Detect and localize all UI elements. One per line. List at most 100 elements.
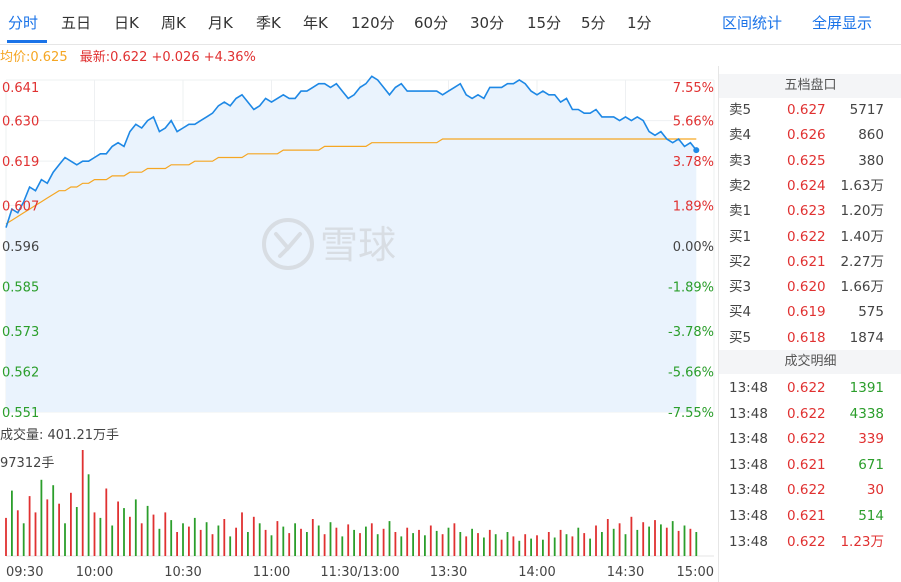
y-tick-label: 0.562 xyxy=(2,365,39,380)
tab-five-day[interactable]: 五日 xyxy=(61,14,92,32)
volume-bar xyxy=(11,490,13,556)
volume-bar xyxy=(624,534,627,556)
volume-bar xyxy=(365,526,367,556)
y-tick-label: 0.551 xyxy=(2,406,39,421)
orderbook-row[interactable]: 买2 0.621 2.27万 xyxy=(719,250,901,275)
tab-month-k[interactable]: 月K xyxy=(208,14,233,32)
volume-bar xyxy=(530,538,532,556)
tab-year-k[interactable]: 年K xyxy=(303,14,328,32)
orderbook-row[interactable]: 卖2 0.624 1.63万 xyxy=(719,174,901,199)
tab-quarter-k[interactable]: 季K xyxy=(256,14,281,32)
trade-time: 13:48 xyxy=(729,508,768,524)
tab-5min[interactable]: 5分 xyxy=(581,14,606,32)
pct-tick-label: 3.78% xyxy=(673,155,714,170)
orderbook-level: 买5 xyxy=(729,329,752,346)
volume-bar xyxy=(323,534,326,556)
orderbook-level: 卖3 xyxy=(729,152,752,169)
volume-bar xyxy=(536,535,538,556)
pct-tick-label: 5.66% xyxy=(673,115,714,130)
y-tick-label: 0.596 xyxy=(2,240,39,255)
volume-bar xyxy=(81,450,84,556)
volume-bar xyxy=(488,529,491,556)
fullscreen-button[interactable]: 全屏显示 xyxy=(812,14,873,32)
orderbook-row[interactable]: 买3 0.620 1.66万 xyxy=(719,275,901,300)
volume-bar xyxy=(483,537,485,556)
pct-tick-label: -1.89% xyxy=(668,281,714,296)
volume-bar xyxy=(16,510,19,556)
xueqiu-logo-icon xyxy=(262,218,314,270)
tab-week-k[interactable]: 周K xyxy=(161,14,186,32)
tab-30min[interactable]: 30分 xyxy=(470,14,505,32)
orderbook-row[interactable]: 买5 0.618 1874 xyxy=(719,326,901,351)
orderbook-level: 卖4 xyxy=(729,127,752,144)
volume-bar xyxy=(205,522,208,556)
pct-tick-label: 0.00% xyxy=(673,240,714,255)
y-tick-label: 0.619 xyxy=(2,155,39,170)
orderbook-row[interactable]: 买1 0.622 1.40万 xyxy=(719,225,901,250)
volume-bar xyxy=(170,520,173,556)
orderbook-volume: 5717 xyxy=(849,102,884,118)
trade-price: 0.621 xyxy=(787,508,826,524)
tab-15min[interactable]: 15分 xyxy=(527,14,562,32)
orderbook-row[interactable]: 买4 0.619 575 xyxy=(719,300,901,325)
volume-bar xyxy=(34,512,37,556)
volume-bar xyxy=(518,540,521,556)
volume-bar xyxy=(424,535,426,556)
pct-tick-label: -5.66% xyxy=(668,365,714,380)
volume-chart[interactable]: 09:30 10:00 10:30 11:00 11:30/13:00 13:30 14:0… xyxy=(0,446,718,582)
price-line xyxy=(5,75,697,228)
volume-bar xyxy=(264,529,267,556)
volume-bar xyxy=(465,536,468,556)
volume-bar xyxy=(565,534,568,556)
orderbook-level: 买1 xyxy=(729,228,752,245)
volume-bar xyxy=(111,525,114,556)
price-chart[interactable]: 0.641 7.55% 0.630 5.66% 0.619 3.78% 0.607 1.89%… xyxy=(0,66,718,422)
orderbook-level: 买4 xyxy=(729,304,752,321)
orderbook-volume: 2.27万 xyxy=(840,253,884,270)
x-tick-label: 14:00 xyxy=(518,565,555,580)
orderbook-volume: 575 xyxy=(858,304,884,321)
tab-120min[interactable]: 120分 xyxy=(351,14,395,32)
tab-day-k[interactable]: 日K xyxy=(114,14,139,32)
volume-bar xyxy=(241,512,243,556)
range-stats-button[interactable]: 区间统计 xyxy=(722,14,783,32)
volume-bar xyxy=(506,532,509,556)
volume-bar xyxy=(146,505,149,556)
volume-bar xyxy=(140,523,143,556)
volume-bar xyxy=(388,521,391,556)
trade-volume: 514 xyxy=(858,508,884,524)
volume-bar xyxy=(665,527,668,556)
volume-bar xyxy=(642,522,645,556)
orderbook-volume: 860 xyxy=(858,127,884,144)
trades-title: 成交明细 xyxy=(719,350,901,374)
pct-tick-label: 1.89% xyxy=(673,199,714,214)
x-tick-label: 13:30 xyxy=(430,565,467,580)
trade-price: 0.622 xyxy=(787,405,826,422)
volume-bar xyxy=(612,528,615,556)
orderbook-row[interactable]: 卖3 0.625 380 xyxy=(719,149,901,174)
volume-bar xyxy=(300,528,302,556)
tab-intraday[interactable]: 分时 xyxy=(8,14,39,32)
volume-bar xyxy=(123,508,125,556)
active-tab-indicator xyxy=(7,40,47,43)
volume-bar xyxy=(282,526,285,556)
trade-row: 13:48 0.622 4338 xyxy=(719,402,901,427)
trade-price: 0.622 xyxy=(787,431,826,448)
volume-bar xyxy=(429,525,432,556)
volume-bar xyxy=(335,527,338,556)
volume-bar xyxy=(577,527,580,556)
volume-bar xyxy=(618,523,621,556)
price-area xyxy=(6,76,697,413)
y-tick-label: 0.607 xyxy=(2,199,39,214)
orderbook-row[interactable]: 卖5 0.627 5717 xyxy=(719,98,901,123)
orderbook-row[interactable]: 卖4 0.626 860 xyxy=(719,123,901,148)
orderbook-row[interactable]: 卖1 0.623 1.20万 xyxy=(719,199,901,224)
volume-bar xyxy=(40,479,43,556)
volume-bar xyxy=(182,523,184,556)
volume-bar xyxy=(217,525,220,556)
volume-bar xyxy=(247,532,249,556)
tab-60min[interactable]: 60分 xyxy=(414,14,449,32)
volume-bar xyxy=(75,507,78,556)
tab-1min[interactable]: 1分 xyxy=(627,14,652,32)
volume-bar xyxy=(193,517,196,556)
